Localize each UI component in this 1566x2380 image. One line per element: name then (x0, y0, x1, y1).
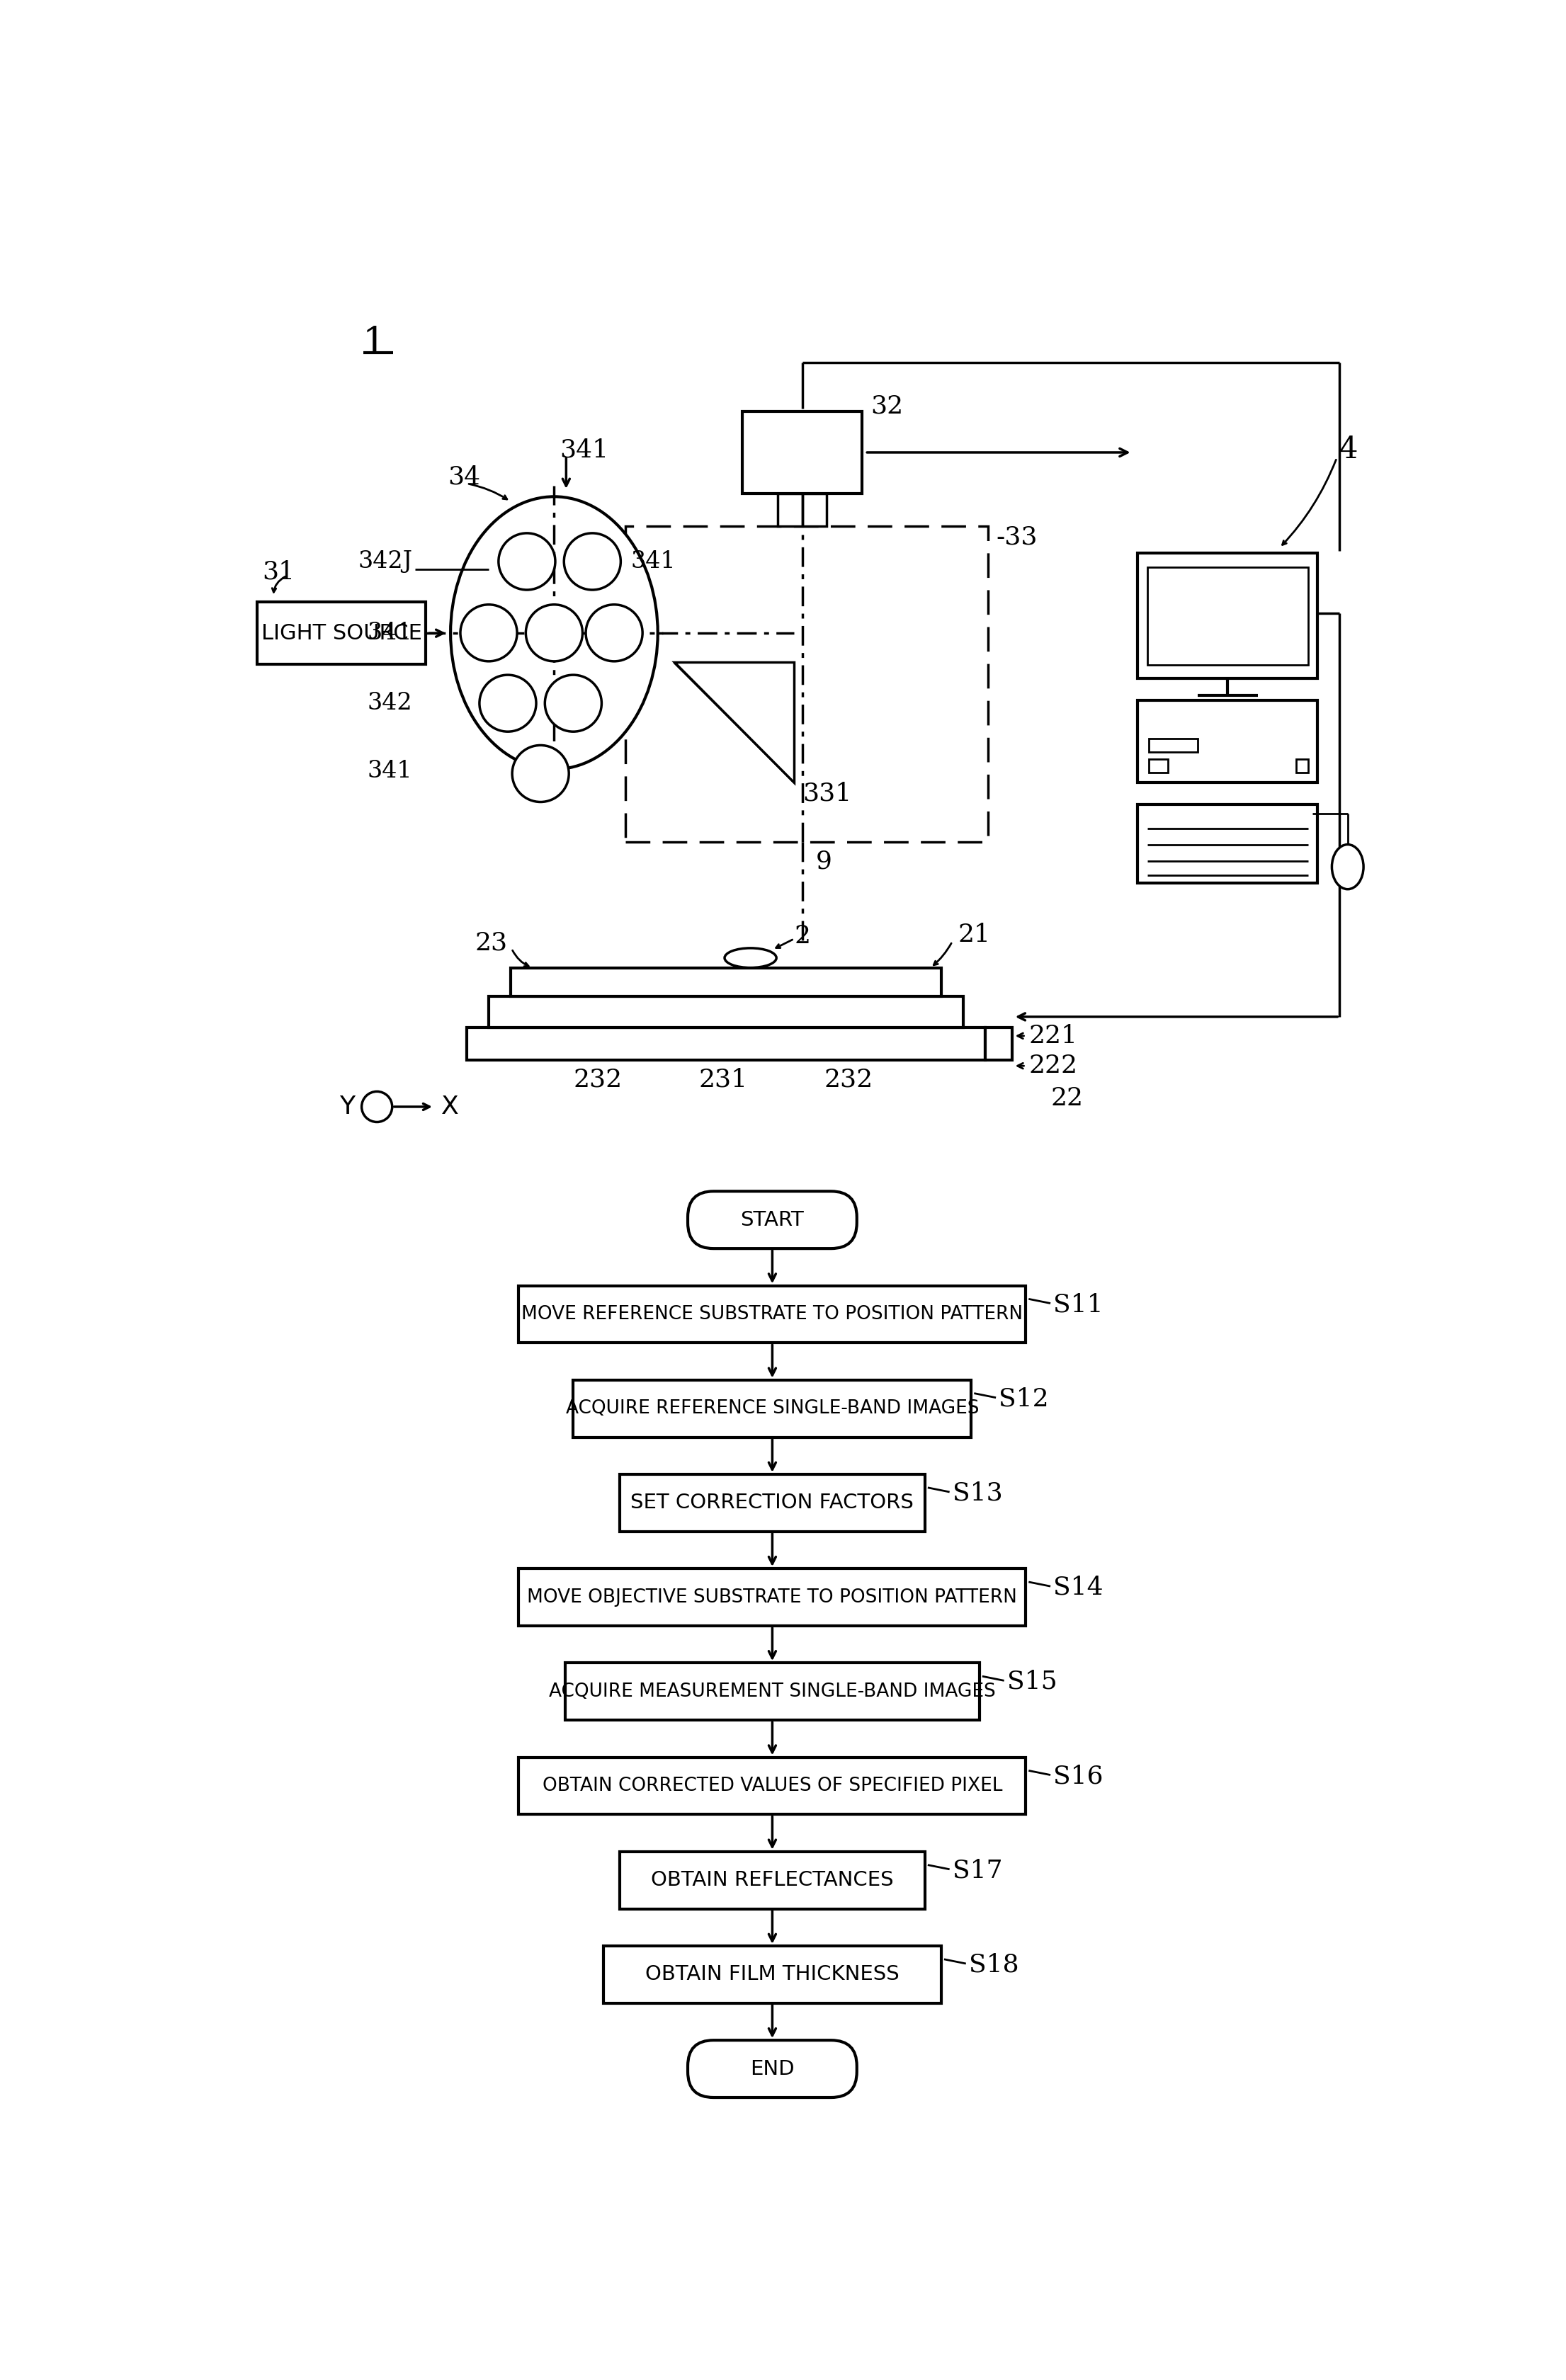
Bar (985, 1028, 1012, 1061)
FancyBboxPatch shape (687, 2040, 857, 2097)
Text: S14: S14 (1054, 1576, 1102, 1599)
Text: START: START (741, 1209, 803, 1230)
Text: SET CORRECTION FACTORS: SET CORRECTION FACTORS (631, 1492, 915, 1514)
Text: 221: 221 (1029, 1023, 1077, 1047)
Text: 4: 4 (1339, 436, 1358, 464)
Text: 341: 341 (368, 621, 412, 645)
Ellipse shape (1331, 845, 1364, 890)
Bar (1138, 552, 1317, 678)
Circle shape (586, 605, 642, 662)
Bar (518, 1285, 1026, 1342)
Bar (518, 1756, 1026, 1814)
Circle shape (479, 676, 536, 731)
Bar (467, 1028, 985, 1061)
Text: 21: 21 (958, 923, 990, 947)
Bar (511, 969, 941, 997)
Text: 331: 331 (802, 781, 852, 804)
Text: X: X (442, 1095, 459, 1119)
Text: -33: -33 (996, 526, 1037, 550)
Text: 341: 341 (368, 759, 412, 783)
Text: 342J: 342J (357, 550, 412, 574)
Text: 34: 34 (448, 464, 481, 488)
Text: OBTAIN REFLECTANCES: OBTAIN REFLECTANCES (651, 1871, 894, 1890)
Text: S16: S16 (1054, 1764, 1102, 1787)
Text: OBTAIN FILM THICKNESS: OBTAIN FILM THICKNESS (645, 1963, 899, 1985)
Text: 231: 231 (698, 1069, 747, 1092)
Bar (573, 1380, 971, 1438)
FancyBboxPatch shape (687, 1192, 857, 1250)
Text: LIGHT SOURCE: LIGHT SOURCE (262, 624, 421, 643)
Bar (257, 602, 426, 664)
Text: 341: 341 (631, 550, 675, 574)
Circle shape (526, 605, 583, 662)
Bar (1148, 566, 1308, 664)
Bar (1138, 804, 1317, 883)
Text: S18: S18 (969, 1952, 1018, 1978)
Text: ACQUIRE MEASUREMENT SINGLE-BAND IMAGES: ACQUIRE MEASUREMENT SINGLE-BAND IMAGES (550, 1683, 996, 1702)
Bar (1297, 759, 1308, 774)
Text: ACQUIRE REFERENCE SINGLE-BAND IMAGES: ACQUIRE REFERENCE SINGLE-BAND IMAGES (565, 1399, 979, 1418)
Text: 341: 341 (559, 438, 609, 462)
Bar (603, 1947, 941, 2004)
Ellipse shape (451, 497, 658, 769)
Ellipse shape (725, 947, 777, 969)
Text: 232: 232 (824, 1069, 874, 1092)
Bar (620, 1852, 926, 1909)
Bar (518, 1568, 1026, 1626)
Text: MOVE REFERENCE SUBSTRATE TO POSITION PATTERN: MOVE REFERENCE SUBSTRATE TO POSITION PAT… (521, 1304, 1023, 1323)
Text: MOVE OBJECTIVE SUBSTRATE TO POSITION PATTERN: MOVE OBJECTIVE SUBSTRATE TO POSITION PAT… (528, 1587, 1018, 1606)
Bar (620, 1473, 926, 1530)
Text: S13: S13 (952, 1480, 1002, 1504)
Text: END: END (750, 2059, 794, 2078)
Circle shape (460, 605, 517, 662)
Text: Y: Y (340, 1095, 355, 1119)
Text: 1: 1 (362, 326, 387, 362)
Text: 2: 2 (794, 923, 811, 947)
Text: 232: 232 (573, 1069, 622, 1092)
Text: S12: S12 (999, 1388, 1049, 1411)
Text: 23: 23 (474, 931, 507, 954)
Bar (742, 412, 863, 493)
Bar (489, 997, 963, 1028)
Text: 222: 222 (1029, 1054, 1077, 1078)
Bar (565, 1664, 980, 1721)
Text: 22: 22 (1051, 1088, 1084, 1111)
Text: 31: 31 (263, 559, 294, 583)
Text: 9: 9 (816, 850, 832, 873)
Circle shape (564, 533, 620, 590)
Circle shape (498, 533, 556, 590)
Bar (1148, 759, 1168, 774)
Circle shape (545, 676, 601, 731)
Text: S11: S11 (1054, 1292, 1102, 1316)
Polygon shape (673, 662, 794, 783)
Text: OBTAIN CORRECTED VALUES OF SPECIFIED PIXEL: OBTAIN CORRECTED VALUES OF SPECIFIED PIX… (542, 1775, 1002, 1795)
Text: S17: S17 (952, 1859, 1002, 1883)
Text: 32: 32 (871, 395, 904, 419)
Bar (1148, 738, 1198, 752)
Text: S15: S15 (1007, 1671, 1057, 1695)
Ellipse shape (362, 1092, 392, 1121)
Text: 342: 342 (368, 693, 412, 714)
Bar (1138, 700, 1317, 783)
Bar (778, 493, 827, 526)
Circle shape (512, 745, 568, 802)
Bar (625, 526, 988, 843)
